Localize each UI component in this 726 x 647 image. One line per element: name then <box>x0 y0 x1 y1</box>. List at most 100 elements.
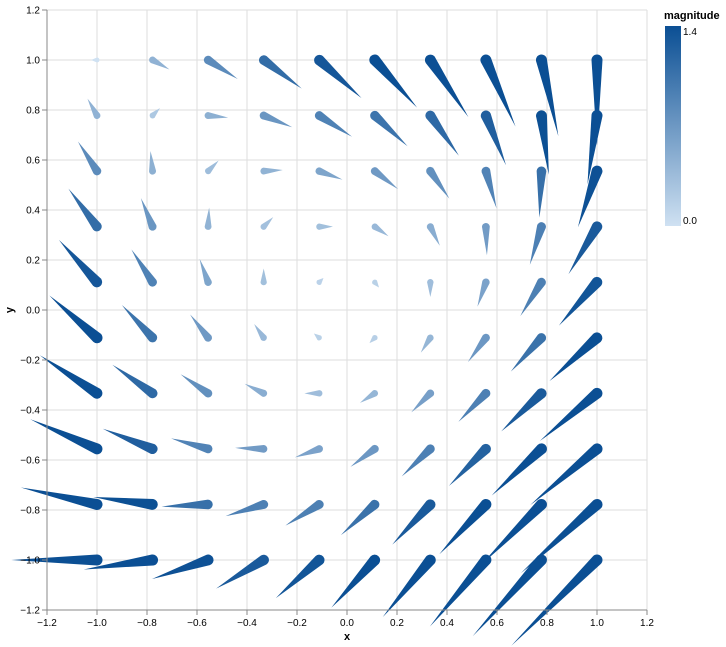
vector-arrow <box>369 334 378 344</box>
vector-arrow <box>149 151 157 175</box>
x-tick-label: −0.4 <box>237 618 257 629</box>
vector-arrow <box>510 333 547 372</box>
vector-arrow <box>112 364 158 399</box>
vector-arrow <box>171 438 213 454</box>
vector-arrow <box>314 111 353 137</box>
y-tick-label: 0.2 <box>26 256 40 267</box>
x-tick-label: −1.0 <box>87 618 107 629</box>
vector-arrow <box>429 554 492 627</box>
y-tick-label: 1.0 <box>26 56 40 67</box>
vector-arrow <box>458 388 491 422</box>
vector-arrow <box>149 56 170 70</box>
y-tick-label: 0.0 <box>26 306 40 317</box>
vector-arrow <box>481 222 490 256</box>
vector-arrow <box>426 223 440 246</box>
vector-arrow <box>140 198 157 231</box>
vector-arrow <box>549 332 603 382</box>
vector-arrow <box>225 499 269 517</box>
vector-arrow <box>591 54 603 146</box>
vector-arrow <box>472 554 547 637</box>
gridlines <box>46 9 648 611</box>
vector-arrow <box>467 333 490 363</box>
x-tick-label: 1.0 <box>590 618 604 629</box>
vector-arrow <box>121 304 158 343</box>
vector-arrow <box>340 499 380 536</box>
vector-arrow <box>369 54 418 108</box>
vector-arrow <box>482 498 547 564</box>
legend-title: magnitude <box>664 10 720 22</box>
vector-arrow <box>260 167 283 175</box>
legend-gradient-bar <box>665 26 681 226</box>
vector-arrow <box>481 166 497 209</box>
y-tick-label: 0.8 <box>26 106 40 117</box>
y-tick-label: 1.2 <box>26 6 40 17</box>
vector-arrow <box>420 334 434 353</box>
vector-arrow <box>314 54 362 99</box>
vector-arrow <box>511 554 603 646</box>
vector-arrow <box>260 268 267 286</box>
y-tick-label: 0.4 <box>26 206 40 217</box>
vector-arrow <box>93 497 158 510</box>
vector-arrow <box>315 167 343 180</box>
vector-arrow <box>204 207 212 230</box>
vector-arrow <box>131 249 157 287</box>
x-tick-label: −0.6 <box>187 618 207 629</box>
vector-arrow <box>439 498 492 555</box>
vector-arrow <box>199 258 212 286</box>
vector-arrow <box>331 554 381 608</box>
y-tick-label: −0.8 <box>20 506 40 517</box>
vector-arrow <box>294 445 323 458</box>
vector-arrow <box>316 277 324 285</box>
vector-arrow <box>87 98 101 120</box>
vector-arrow <box>426 166 450 199</box>
vector-arrow <box>203 55 238 80</box>
vector-arrow <box>520 277 546 317</box>
vector-arrow <box>102 428 158 455</box>
vector-arrow <box>49 295 103 344</box>
vector-arrow <box>427 278 434 298</box>
vector-arrow <box>535 110 549 175</box>
vector-arrow <box>316 223 333 230</box>
legend-min-label: 0.0 <box>683 216 697 227</box>
vector-arrow <box>425 110 459 156</box>
y-tick-label: −1.2 <box>20 606 40 617</box>
vector-arrow <box>260 217 274 230</box>
vector-arrow <box>91 57 100 63</box>
vector-arrow <box>392 499 436 545</box>
vector-arrow <box>235 444 268 453</box>
x-tick-label: 0.8 <box>540 618 554 629</box>
vector-arrow <box>180 374 213 398</box>
vector-arrow <box>30 419 103 455</box>
vector-arrow <box>382 554 436 618</box>
vector-arrow <box>275 554 325 599</box>
vector-arrow <box>480 110 506 166</box>
vector-arrow <box>190 314 213 342</box>
vector-arrow <box>370 110 408 147</box>
vector-arrow <box>372 279 380 288</box>
vector-arrow <box>11 554 103 566</box>
x-tick-label: −0.2 <box>287 618 307 629</box>
vector-arrow <box>68 188 102 232</box>
vector-arrow <box>401 444 435 477</box>
y-tick-label: −0.6 <box>20 456 40 467</box>
vector-arrow <box>39 355 103 399</box>
y-tick-label: −0.4 <box>20 406 40 417</box>
y-tick-label: 0.6 <box>26 156 40 167</box>
vector-arrow <box>205 160 219 175</box>
vector-arrow <box>20 487 103 510</box>
vector-arrow <box>313 333 322 341</box>
vector-arrow <box>259 111 293 128</box>
vector-arrow <box>587 110 603 185</box>
y-tick-label: −0.2 <box>20 356 40 367</box>
axes: −1.2 −1.0 −0.8 −0.6 −0.4 −0.2 0.0 0.2 0.4 0.6 0.8 1… <box>20 6 654 630</box>
vector-arrows <box>11 54 603 646</box>
vector-arrow <box>558 276 603 326</box>
vector-arrow <box>285 499 324 526</box>
vector-arrow <box>304 390 323 397</box>
vector-arrow <box>77 141 102 176</box>
vector-arrow <box>529 222 546 265</box>
x-tick-label: 0.0 <box>340 618 354 629</box>
vector-arrow <box>216 554 269 589</box>
vector-arrow <box>539 387 603 441</box>
